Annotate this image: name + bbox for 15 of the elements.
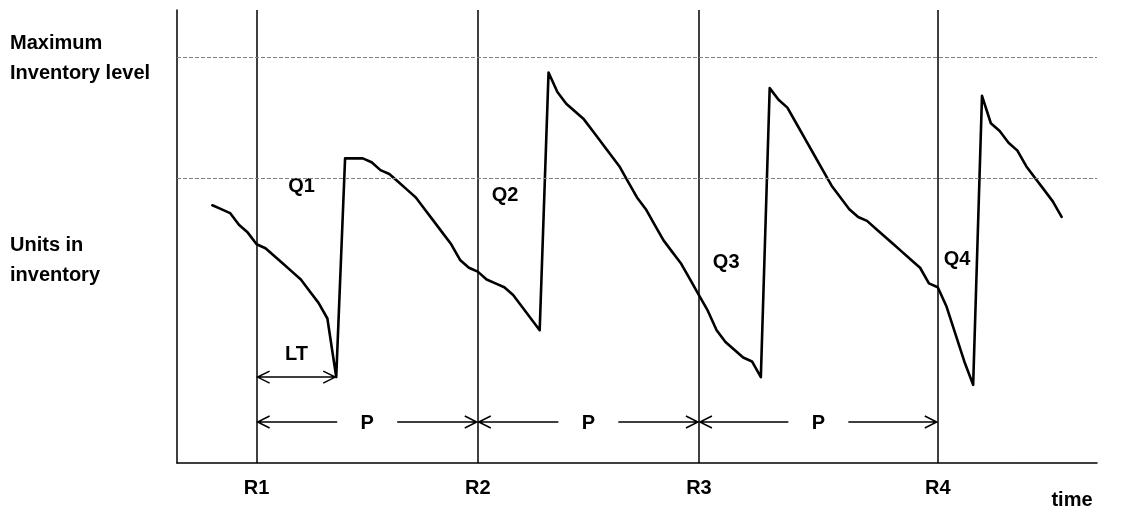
y-axis-title: Units in inventory xyxy=(10,233,101,286)
annotation: P xyxy=(811,411,826,433)
annotation: Q4 xyxy=(943,246,972,269)
x-tick-label: R1 xyxy=(243,476,270,498)
annotation: Q2 xyxy=(491,182,519,205)
x-tick-label: R4 xyxy=(924,476,952,498)
annotation: P xyxy=(360,411,374,433)
annotation: Q1 xyxy=(288,173,315,196)
annotation: LT xyxy=(284,342,308,365)
annotation: Q3 xyxy=(712,250,740,273)
annotation: P xyxy=(581,411,596,433)
ref-line-label: Maximum Inventory level xyxy=(10,30,151,83)
x-tick-label: R2 xyxy=(464,476,491,498)
x-tick-label: R3 xyxy=(686,476,712,498)
x-axis-title: time xyxy=(1051,488,1093,510)
